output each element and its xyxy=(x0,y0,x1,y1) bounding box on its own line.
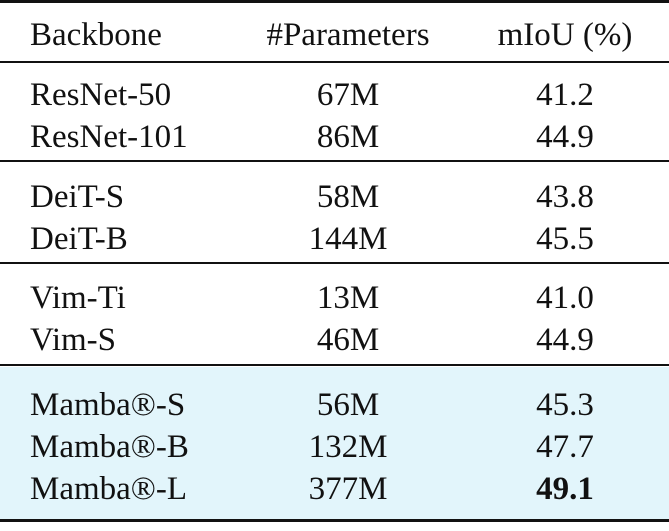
table-cell: Mamba®-S xyxy=(30,387,186,423)
table-cell: DeiT-B xyxy=(30,221,128,257)
table-cell: ResNet-50 xyxy=(30,77,172,113)
highlight-band xyxy=(0,367,669,519)
bottom-rule xyxy=(0,519,669,522)
table-cell: 58M xyxy=(316,179,380,215)
group-rule xyxy=(0,262,669,264)
table-cell: ResNet-101 xyxy=(30,119,188,155)
header-cell: Backbone xyxy=(30,17,162,53)
table-cell: 43.8 xyxy=(536,179,594,215)
table-cell: 132M xyxy=(308,429,388,465)
top-rule xyxy=(0,0,669,3)
table-cell: 144M xyxy=(308,221,388,257)
table-cell: 49.1 xyxy=(536,471,594,507)
group-rule xyxy=(0,364,669,366)
table-cell: 44.9 xyxy=(536,119,594,155)
table-cell: 45.5 xyxy=(536,221,594,257)
table-cell: 46M xyxy=(316,322,380,358)
header-rule xyxy=(0,61,669,63)
table-cell: 44.9 xyxy=(536,322,594,358)
table-cell: Mamba®-B xyxy=(30,429,189,465)
table-cell: Vim-Ti xyxy=(30,280,126,316)
table-cell: 56M xyxy=(316,387,380,423)
table-cell: 377M xyxy=(308,471,388,507)
table-cell: DeiT-S xyxy=(30,179,125,215)
table-cell: 41.0 xyxy=(536,280,594,316)
table-cell: Vim-S xyxy=(30,322,117,358)
table-cell: 47.7 xyxy=(536,429,594,465)
header-cell: #Parameters xyxy=(266,17,430,53)
table-cell: 13M xyxy=(316,280,380,316)
table-cell: 41.2 xyxy=(536,77,594,113)
table-cell: Mamba®-L xyxy=(30,471,188,507)
group-rule xyxy=(0,160,669,162)
table-cell: 86M xyxy=(316,119,380,155)
table-cell: 67M xyxy=(316,77,380,113)
header-cell: mIoU (%) xyxy=(497,17,633,53)
table-cell: 45.3 xyxy=(536,387,594,423)
